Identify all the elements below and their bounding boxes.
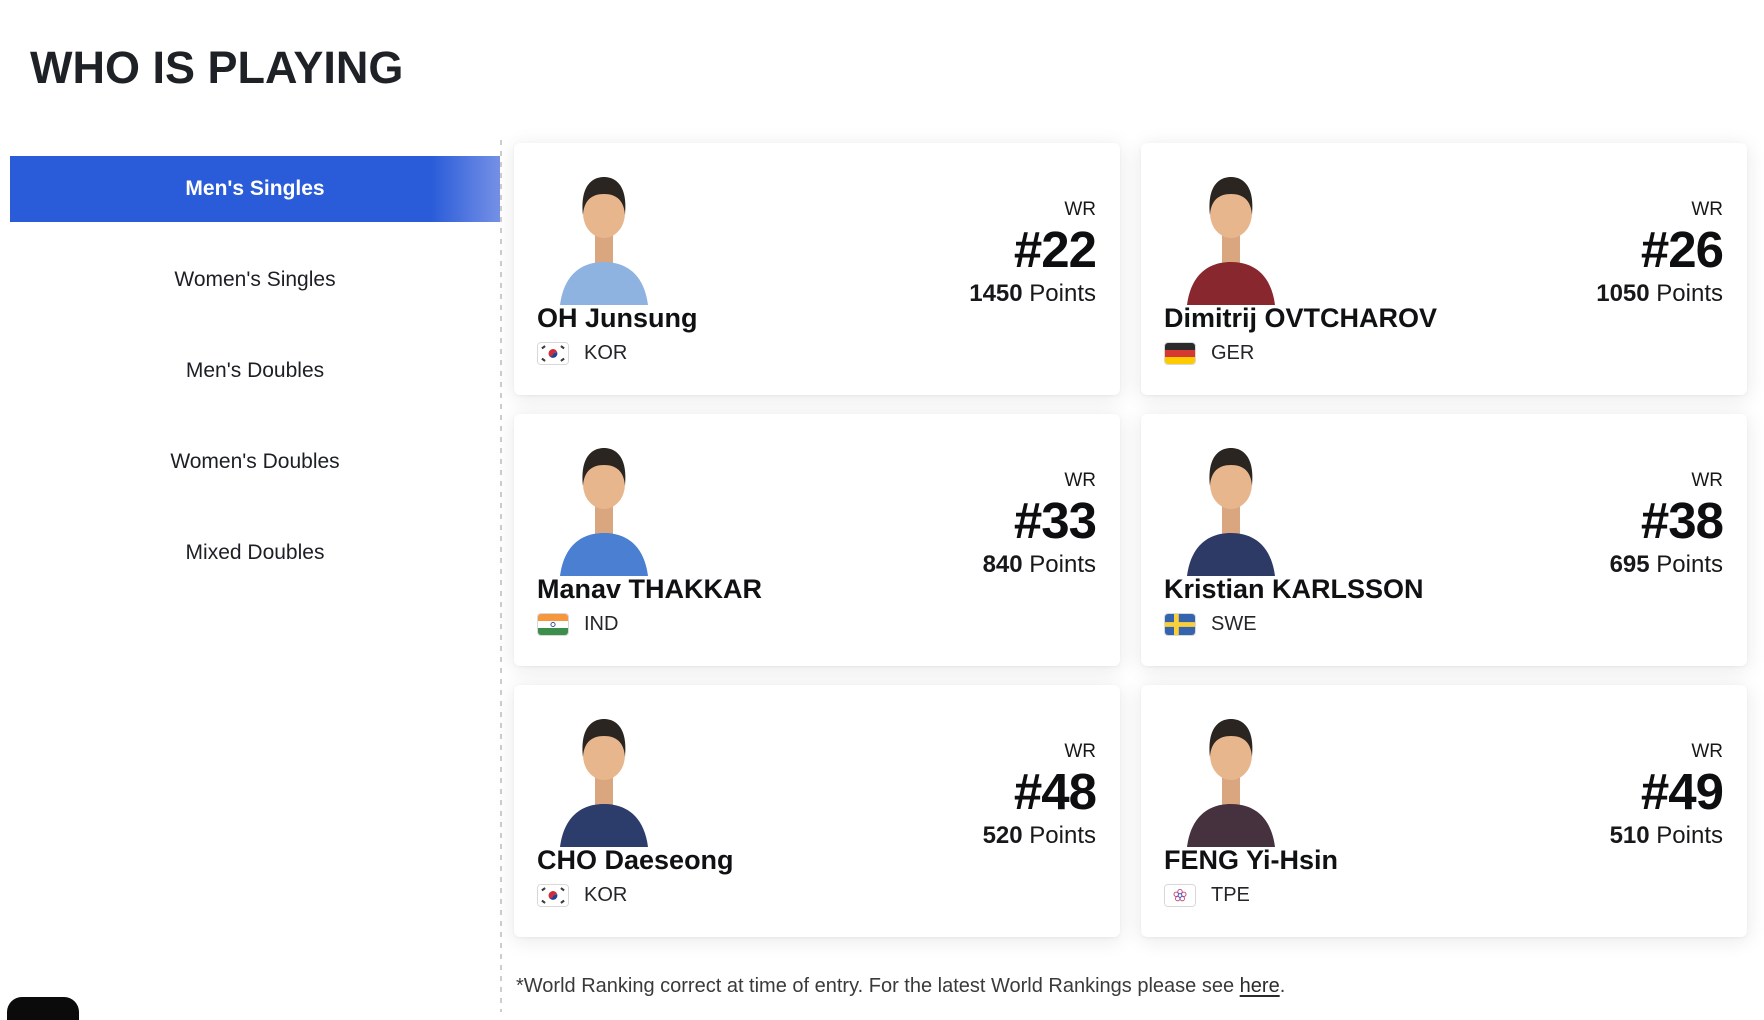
wr-label: WR [1064, 199, 1096, 220]
points-value: 510 [1609, 822, 1650, 849]
player-card[interactable]: WR #22 1450 Points OH Junsung KOR [514, 143, 1120, 395]
player-card[interactable]: WR #49 510 Points FENG Yi-Hsin TPE [1141, 685, 1747, 937]
player-name: FENG Yi-Hsin [1164, 845, 1339, 875]
flag-ger-icon [1164, 342, 1196, 365]
player-country: SWE [1164, 613, 1257, 636]
flag-kor-icon [537, 342, 569, 365]
country-code: TPE [1211, 884, 1250, 906]
country-code: SWE [1211, 613, 1257, 635]
wr-points: 695 Points [1610, 551, 1723, 579]
points-value: 840 [982, 551, 1023, 578]
points-label: Points [1656, 822, 1723, 849]
flag-kor-icon [537, 884, 569, 907]
vertical-dashed-divider [500, 140, 502, 1012]
world-ranking-block: WR #26 1050 Points [1596, 199, 1724, 308]
points-label: Points [1656, 280, 1723, 307]
wr-points: 520 Points [983, 822, 1096, 850]
points-label: Points [1029, 822, 1096, 849]
world-ranking-block: WR #49 510 Points [1610, 741, 1724, 850]
wr-rank: #26 [1640, 221, 1724, 278]
points-value: 1050 [1596, 280, 1650, 307]
wr-rank: #49 [1640, 763, 1724, 820]
country-code: KOR [584, 342, 628, 364]
sidebar-item-women-s-singles[interactable]: Women's Singles [174, 268, 336, 291]
player-photo [554, 442, 654, 576]
world-ranking-block: WR #38 695 Points [1610, 470, 1724, 579]
player-photo [554, 713, 654, 847]
player-country: TPE [1164, 884, 1250, 907]
wr-points: 510 Points [1610, 822, 1723, 850]
player-country: KOR [537, 342, 627, 365]
page-title: WHO IS PLAYING [30, 42, 404, 93]
wr-rank: #38 [1640, 492, 1724, 549]
footnote-period: . [1279, 975, 1286, 997]
player-name: Manav THAKKAR [537, 574, 763, 604]
player-country: IND [537, 613, 618, 636]
wr-label: WR [1064, 470, 1096, 491]
points-value: 1450 [969, 280, 1023, 307]
wr-points: 1050 Points [1596, 280, 1723, 308]
player-photo [554, 171, 654, 305]
player-country: GER [1164, 342, 1254, 365]
player-card[interactable]: WR #48 520 Points CHO Daeseong KOR [514, 685, 1120, 937]
wr-rank: #33 [1013, 492, 1097, 549]
player-photo [1181, 713, 1281, 847]
world-ranking-block: WR #48 520 Points [983, 741, 1097, 850]
flag-swe-icon [1164, 613, 1196, 636]
points-value: 695 [1609, 551, 1650, 578]
wr-rank: #22 [1013, 221, 1097, 278]
points-label: Points [1029, 280, 1096, 307]
points-label: Points [1656, 551, 1723, 578]
player-photo [1181, 171, 1281, 305]
wr-label: WR [1064, 741, 1096, 762]
points-value: 520 [982, 822, 1023, 849]
sidebar-item-men-s-doubles[interactable]: Men's Doubles [185, 359, 325, 382]
category-tabs: Men's Singles Women's Singles Men's Double… [10, 156, 500, 586]
player-country: KOR [537, 884, 627, 907]
wr-points: 840 Points [983, 551, 1096, 579]
world-ranking-block: WR #33 840 Points [983, 470, 1097, 579]
sidebar-item-mixed-doubles[interactable]: Mixed Doubles [185, 541, 325, 564]
flag-ind-icon [537, 613, 569, 636]
world-ranking-footnote: *World Ranking correct at time of entry.… [516, 975, 1285, 998]
player-cards-grid: WR #22 1450 Points OH Junsung KOR WR #26 1050 P… [514, 143, 1747, 937]
player-name: CHO Daeseong [537, 845, 734, 875]
wr-label: WR [1691, 470, 1723, 491]
world-ranking-block: WR #22 1450 Points [969, 199, 1097, 308]
player-card[interactable]: WR #33 840 Points Manav THAKKAR IND [514, 414, 1120, 666]
player-name: Dimitrij OVTCHAROV [1164, 303, 1438, 333]
wr-label: WR [1691, 199, 1723, 220]
wr-rank: #48 [1013, 763, 1097, 820]
flag-tpe-icon [1164, 884, 1196, 907]
points-label: Points [1029, 551, 1096, 578]
here-link[interactable]: here [1239, 975, 1280, 997]
sidebar-item-men-s-singles[interactable]: Men's Singles [10, 156, 500, 222]
player-photo [1181, 442, 1281, 576]
wr-points: 1450 Points [969, 280, 1096, 308]
player-name: Kristian KARLSSON [1164, 574, 1424, 604]
sidebar-item-women-s-doubles[interactable]: Women's Doubles [170, 450, 340, 473]
wr-label: WR [1691, 741, 1723, 762]
country-code: IND [584, 613, 619, 635]
player-name: OH Junsung [537, 303, 698, 333]
country-code: KOR [584, 884, 628, 906]
chat-widget[interactable] [7, 997, 79, 1020]
country-code: GER [1211, 342, 1255, 364]
player-card[interactable]: WR #38 695 Points Kristian KARLSSON SWE [1141, 414, 1747, 666]
footnote-text: *World Ranking correct at time of entry.… [516, 975, 1240, 997]
player-card[interactable]: WR #26 1050 Points Dimitrij OVTCHAROV GER [1141, 143, 1747, 395]
